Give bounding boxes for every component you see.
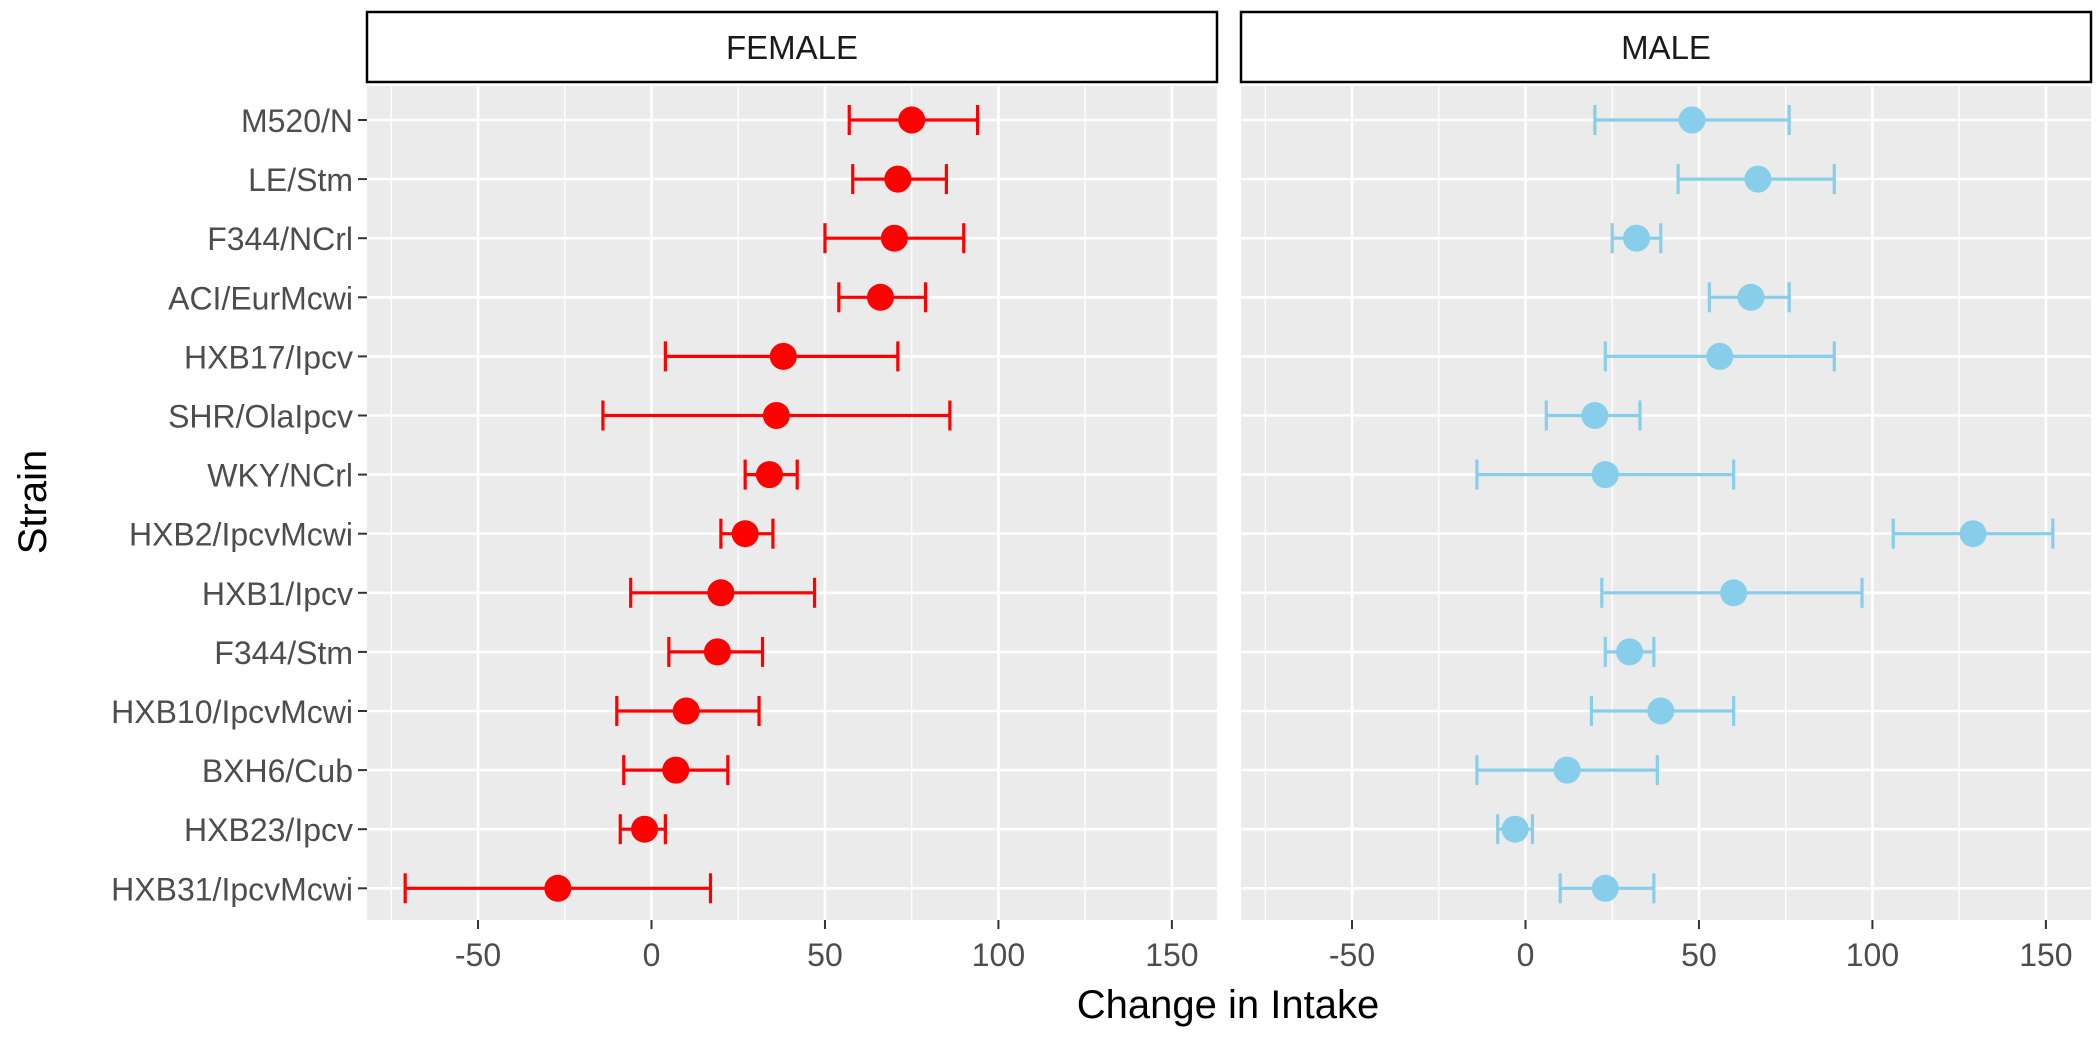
mean-point-male-hxb17-ipcv [1706,342,1734,370]
mean-point-female-hxb10-ipcvmcwi [672,697,700,725]
strain-label-aci-eurmcwi: ACI/EurMcwi [168,280,353,316]
strain-label-hxb23-ipcv: HXB23/Ipcv [184,812,353,848]
facet-label-female: FEMALE [726,29,858,66]
mean-point-male-f344-ncrl [1623,224,1651,252]
mean-point-male-bxh6-cub [1553,756,1581,784]
panels-layer: FEMALE -50 0 50 100 150 MALE -50 0 50 100 150 [365,10,2093,973]
strain-label-f344-stm: F344/Stm [214,635,353,671]
mean-point-female-hxb1-ipcv [707,579,735,607]
strain-label-hxb17-ipcv: HXB17/Ipcv [184,339,353,375]
mean-point-male-m520-n [1678,106,1706,134]
strain-label-hxb1-ipcv: HXB1/Ipcv [202,576,353,612]
x-axis-title: Change in Intake [1077,983,1379,1027]
mean-point-male-wky-ncrl [1591,461,1619,489]
strain-label-hxb2-ipcvmcwi: HXB2/IpcvMcwi [129,517,353,553]
mean-point-female-aci-eurmcwi [866,283,894,311]
mean-point-male-hxb23-ipcv [1501,815,1529,843]
strain-label-le-stm: LE/Stm [248,162,353,198]
mean-point-female-bxh6-cub [662,756,690,784]
facet-strip-female [365,10,1219,84]
x-tick-label-male-0: -50 [1329,937,1375,973]
x-tick-label-male-2: 50 [1681,937,1717,973]
strain-label-f344-ncrl: F344/NCrl [207,221,353,257]
mean-point-male-hxb10-ipcvmcwi [1647,697,1675,725]
facet-strip-male [1239,10,2093,84]
mean-point-male-le-stm [1744,165,1772,193]
strain-label-hxb31-ipcvmcwi: HXB31/IpcvMcwi [111,871,353,907]
mean-point-male-f344-stm [1616,638,1644,666]
mean-point-female-hxb31-ipcvmcwi [544,874,572,902]
x-tick-label-male-4: 150 [2019,937,2072,973]
mean-point-female-hxb23-ipcv [631,815,659,843]
mean-point-female-f344-ncrl [880,224,908,252]
mean-point-female-wky-ncrl [755,461,783,489]
mean-point-male-shr-olaipcv [1581,402,1609,429]
mean-point-male-hxb1-ipcv [1720,579,1748,607]
y-axis-strain-labels: M520/N LE/Stm F344/NCrl ACI/EurMcwi HXB17/Ip… [111,103,367,907]
strain-label-wky-ncrl: WKY/NCrl [207,458,353,494]
plot-background-male [1241,86,2091,920]
x-tick-label-female-3: 100 [972,937,1025,973]
strain-label-bxh6-cub: BXH6/Cub [202,753,353,789]
x-tick-label-female-4: 150 [1145,937,1198,973]
strain-label-shr-olaipcv: SHR/OlaIpcv [168,399,353,435]
x-tick-label-male-1: 0 [1517,937,1535,973]
x-tick-label-male-3: 100 [1846,937,1899,973]
strain-label-m520-n: M520/N [241,103,353,139]
mean-point-male-hxb2-ipcvmcwi [1959,520,1987,548]
strain-label-hxb10-ipcvmcwi: HXB10/IpcvMcwi [111,694,353,730]
panel-female: FEMALE -50 0 50 100 150 [365,10,1219,973]
mean-point-female-f344-stm [703,638,731,666]
x-tick-label-female-2: 50 [807,937,843,973]
mean-point-female-m520-n [898,106,926,134]
mean-point-male-aci-eurmcwi [1737,283,1765,311]
facet-label-male: MALE [1621,29,1711,66]
mean-point-female-hxb17-ipcv [769,342,797,370]
mean-point-female-shr-olaipcv [762,402,790,429]
x-tick-label-female-1: 0 [643,937,661,973]
plot-background-female [367,86,1217,920]
panel-male: MALE -50 0 50 100 150 [1239,10,2093,973]
mean-point-female-le-stm [884,165,912,193]
x-tick-label-female-0: -50 [455,937,501,973]
mean-point-male-hxb31-ipcvmcwi [1591,874,1619,902]
mean-point-female-hxb2-ipcvmcwi [731,520,759,548]
y-axis-title: Strain [11,450,55,555]
